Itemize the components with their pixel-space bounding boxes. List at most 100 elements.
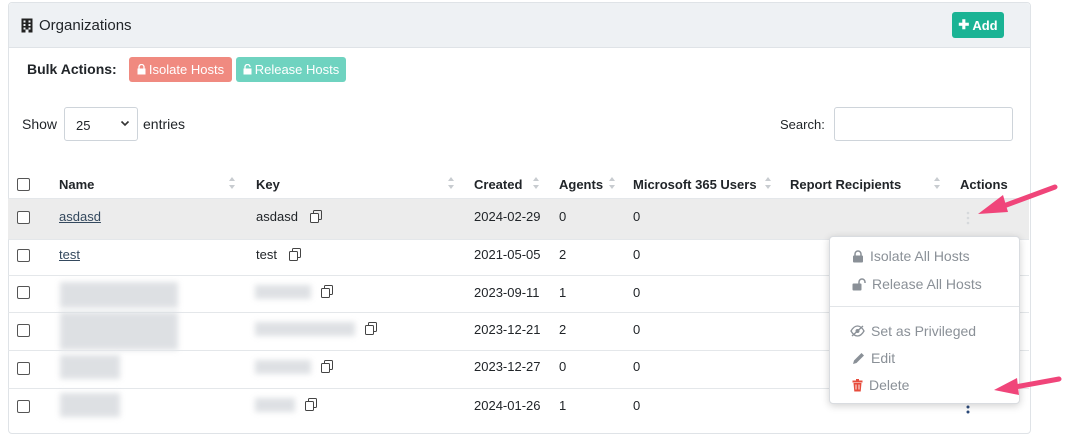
menu-item-release-all-hosts[interactable]: Release All Hosts (852, 276, 982, 292)
agents-count: 2 (559, 322, 567, 337)
column-header-key[interactable]: Key (256, 177, 280, 192)
agents-count: 0 (559, 359, 567, 374)
menu-divider (830, 306, 1019, 307)
menu-label: Isolate All Hosts (870, 248, 970, 264)
sort-icon[interactable] (228, 176, 236, 190)
panel-title: Organizations (21, 17, 132, 34)
column-header-m365-users[interactable]: Microsoft 365 Users (633, 177, 757, 192)
copy-icon[interactable] (321, 285, 333, 298)
menu-item-isolate-all-hosts[interactable]: Isolate All Hosts (852, 248, 970, 264)
search-label: Search: (780, 117, 825, 132)
redacted-name (60, 312, 178, 350)
redacted-name (60, 393, 120, 417)
table-row (8, 198, 1029, 240)
copy-icon[interactable] (310, 210, 322, 223)
row-checkbox[interactable] (17, 249, 30, 262)
redacted-name (60, 282, 178, 308)
table-row (8, 275, 1029, 313)
copy-icon[interactable] (365, 322, 377, 335)
building-icon (21, 18, 33, 33)
search-input[interactable] (834, 107, 1013, 141)
page-size-value: 25 (76, 118, 91, 133)
menu-item-edit[interactable]: Edit (852, 350, 895, 366)
more-actions-icon[interactable] (965, 211, 971, 225)
row-checkbox[interactable] (17, 211, 30, 224)
unlock-icon (243, 64, 252, 75)
plus-icon: ✚ (958, 17, 970, 32)
redacted-key (255, 285, 311, 299)
agents-count: 0 (559, 209, 567, 224)
agents-count: 1 (559, 285, 567, 300)
row-checkbox[interactable] (17, 324, 30, 337)
sort-icon[interactable] (608, 176, 616, 190)
row-checkbox[interactable] (17, 286, 30, 299)
table-row (8, 350, 1029, 389)
row-checkbox[interactable] (17, 362, 30, 375)
table-row (8, 239, 1029, 276)
redacted-name (60, 355, 120, 379)
sort-icon[interactable] (764, 176, 772, 190)
release-hosts-button[interactable]: Release Hosts (236, 57, 346, 82)
release-hosts-label: Release Hosts (254, 62, 340, 77)
created-date: 2023-09-11 (474, 285, 540, 300)
column-header-name[interactable]: Name (59, 177, 95, 192)
panel-header: Organizations (9, 3, 1030, 48)
org-name-link[interactable]: test (59, 247, 80, 262)
lock-icon (137, 64, 146, 75)
add-button-label: Add (972, 17, 998, 33)
isolate-hosts-button[interactable]: Isolate Hosts (129, 57, 232, 82)
created-date: 2023-12-27 (474, 359, 541, 374)
m365-users-count: 0 (633, 359, 641, 374)
m365-users-count: 0 (633, 285, 641, 300)
sort-icon[interactable] (933, 176, 941, 190)
page-size-select[interactable]: 25 (64, 107, 138, 141)
table-row (8, 388, 1029, 428)
agents-count: 1 (559, 398, 567, 413)
show-label: Show (22, 116, 58, 132)
copy-icon[interactable] (289, 248, 301, 261)
select-all-checkbox[interactable] (17, 178, 30, 191)
entries-label: entries (143, 116, 186, 132)
eye-slash-icon (850, 325, 865, 337)
chevron-down-icon (120, 120, 130, 127)
m365-users-count: 0 (633, 398, 641, 413)
column-header-agents[interactable]: Agents (559, 177, 604, 192)
menu-item-set-as-privileged[interactable]: Set as Privileged (850, 323, 976, 339)
redacted-key (255, 322, 355, 336)
menu-label: Release All Hosts (872, 276, 982, 292)
actions-dropdown-menu: Isolate All Hosts Release All Hosts Set … (829, 236, 1020, 404)
unlock-icon (852, 277, 866, 290)
agents-count: 2 (559, 247, 567, 262)
isolate-hosts-label: Isolate Hosts (148, 62, 225, 77)
annotation-arrow-icon (994, 376, 1062, 395)
row-checkbox[interactable] (17, 400, 30, 413)
menu-label: Set as Privileged (871, 323, 977, 339)
annotation-arrow-icon (978, 184, 1058, 214)
bulk-actions-label: Bulk Actions: (27, 61, 117, 77)
menu-item-delete[interactable]: Delete (852, 377, 909, 393)
trash-icon (852, 378, 863, 391)
created-date: 2021-05-05 (474, 247, 541, 262)
sort-icon[interactable] (447, 176, 455, 190)
add-button[interactable]: ✚ Add (952, 12, 1004, 38)
page-title: Organizations (39, 17, 132, 34)
sort-icon[interactable] (532, 176, 540, 190)
column-header-report-recipients[interactable]: Report Recipients (790, 177, 902, 192)
org-name-link[interactable]: asdasd (59, 209, 101, 224)
column-header-created[interactable]: Created (474, 177, 523, 192)
copy-icon[interactable] (321, 360, 333, 373)
created-date: 2023-12-21 (474, 322, 541, 337)
m365-users-count: 0 (633, 209, 641, 224)
created-date: 2024-01-26 (474, 398, 541, 413)
created-date: 2024-02-29 (474, 209, 541, 224)
menu-label: Edit (871, 350, 896, 366)
pencil-icon (853, 352, 864, 364)
org-key: test (256, 247, 277, 262)
m365-users-count: 0 (633, 322, 641, 337)
column-header-actions: Actions (960, 177, 1008, 192)
lock-icon (853, 249, 863, 262)
table-row (8, 312, 1029, 351)
copy-icon[interactable] (305, 398, 317, 411)
menu-label: Delete (869, 377, 910, 393)
redacted-key (255, 360, 311, 374)
